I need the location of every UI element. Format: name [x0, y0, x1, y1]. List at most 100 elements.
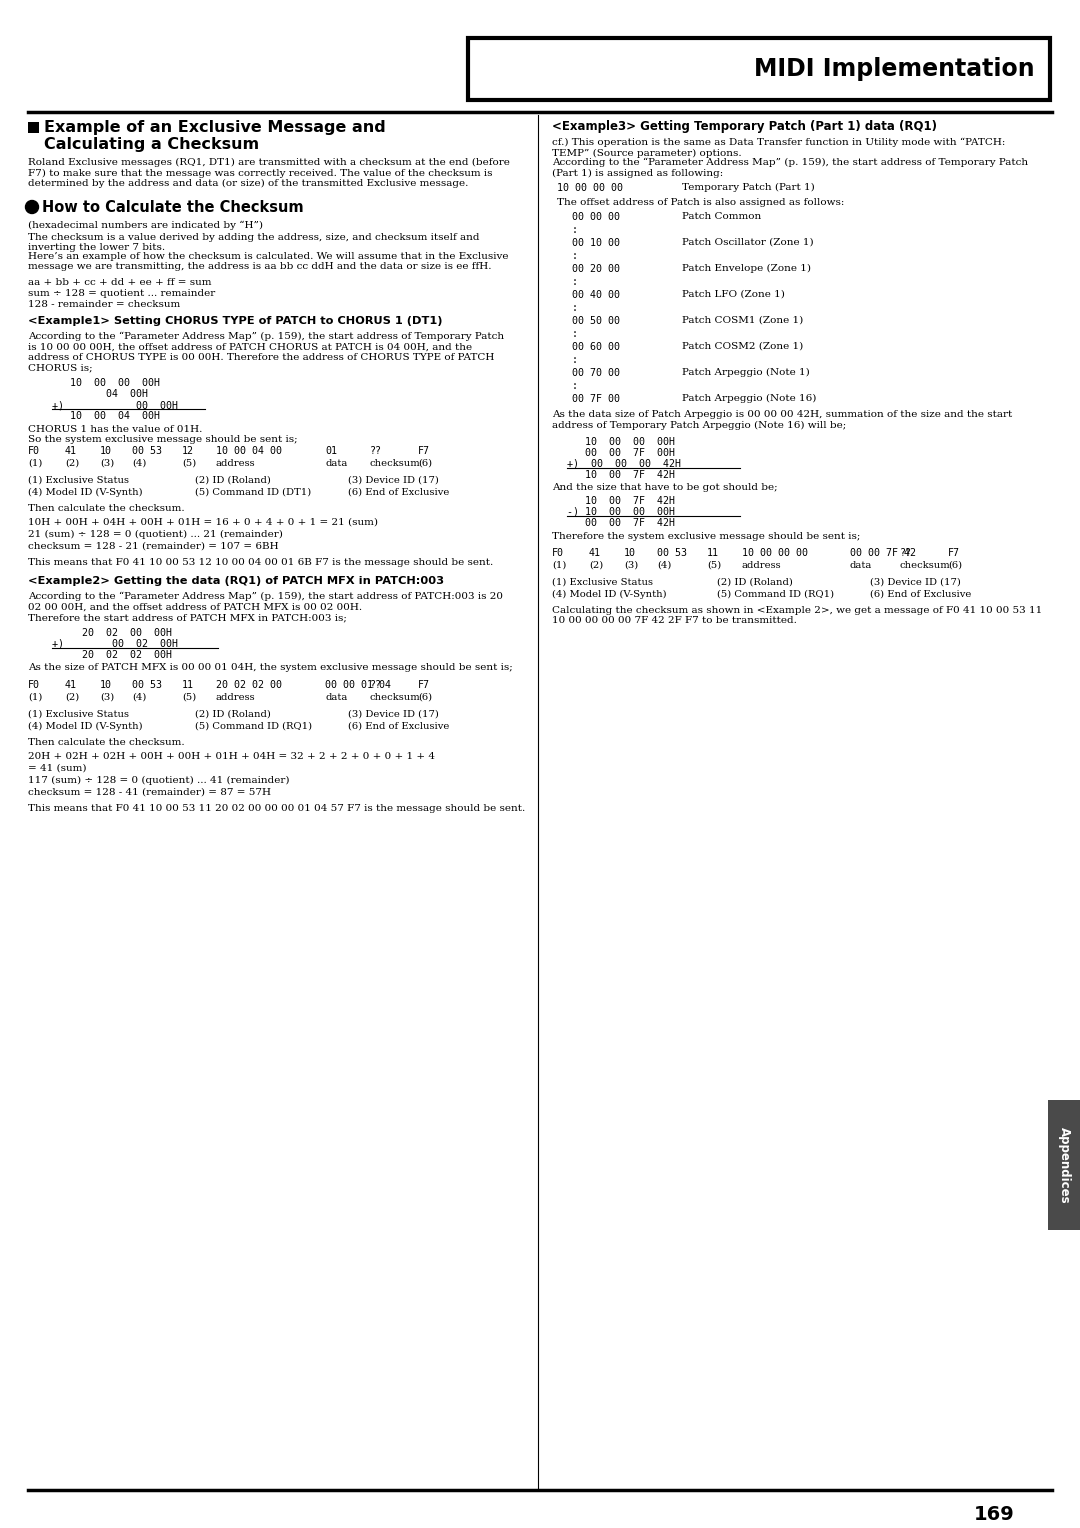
Text: According to the “Parameter Address Map” (p. 159), the start address of Temporar: According to the “Parameter Address Map”… [28, 332, 504, 373]
Text: As the data size of Patch Arpeggio is 00 00 00 42H, summation of the size and th: As the data size of Patch Arpeggio is 00… [552, 410, 1012, 429]
Text: (4) Model ID (V-Synth): (4) Model ID (V-Synth) [28, 487, 143, 497]
Text: (1): (1) [28, 694, 42, 701]
Text: (1) Exclusive Status: (1) Exclusive Status [552, 578, 653, 587]
Text: (5): (5) [183, 694, 197, 701]
Text: (3): (3) [100, 458, 114, 468]
Text: 20  02  00  00H: 20 02 00 00H [52, 628, 172, 639]
Text: <Example2> Getting the data (RQ1) of PATCH MFX in PATCH:003: <Example2> Getting the data (RQ1) of PAT… [28, 576, 444, 587]
Text: cf.) This operation is the same as Data Transfer function in Utility mode with “: cf.) This operation is the same as Data … [552, 138, 1005, 157]
Text: 04  00H: 04 00H [52, 390, 148, 399]
Text: Example of an Exclusive Message and: Example of an Exclusive Message and [44, 121, 386, 134]
Text: 10  00  7F  42H: 10 00 7F 42H [567, 497, 675, 506]
Text: :: : [572, 251, 578, 261]
Text: (2): (2) [589, 561, 604, 570]
Text: According to the “Parameter Address Map” (p. 159), the start address of Temporar: According to the “Parameter Address Map”… [552, 157, 1028, 177]
Text: (3) Device ID (17): (3) Device ID (17) [348, 477, 438, 484]
Text: Patch Envelope (Zone 1): Patch Envelope (Zone 1) [681, 264, 811, 274]
Text: checksum = 128 - 41 (remainder) = 87 = 57H: checksum = 128 - 41 (remainder) = 87 = 5… [28, 788, 271, 798]
Text: This means that F0 41 10 00 53 11 20 02 00 00 00 01 04 57 F7 is the message shou: This means that F0 41 10 00 53 11 20 02 … [28, 804, 525, 813]
Text: 00 53: 00 53 [132, 680, 162, 691]
Text: Calculating the checksum as shown in <Example 2>, we get a message of F0 41 10 0: Calculating the checksum as shown in <Ex… [552, 607, 1042, 625]
Text: Here’s an example of how the checksum is calculated. We will assume that in the : Here’s an example of how the checksum is… [28, 252, 509, 272]
Text: (3): (3) [624, 561, 638, 570]
Text: Roland Exclusive messages (RQ1, DT1) are transmitted with a checksum at the end : Roland Exclusive messages (RQ1, DT1) are… [28, 157, 510, 188]
Text: (5) Command ID (RQ1): (5) Command ID (RQ1) [195, 723, 312, 730]
Text: Patch Arpeggio (Note 1): Patch Arpeggio (Note 1) [681, 368, 810, 377]
Text: :: : [572, 303, 578, 313]
Circle shape [26, 200, 39, 214]
Text: checksum = 128 - 21 (remainder) = 107 = 6BH: checksum = 128 - 21 (remainder) = 107 = … [28, 542, 279, 552]
Text: 21 (sum) ÷ 128 = 0 (quotient) ... 21 (remainder): 21 (sum) ÷ 128 = 0 (quotient) ... 21 (re… [28, 530, 283, 539]
Text: (2) ID (Roland): (2) ID (Roland) [717, 578, 793, 587]
Text: (5): (5) [707, 561, 721, 570]
Text: 10 00 04 00: 10 00 04 00 [216, 446, 282, 455]
Text: MIDI Implementation: MIDI Implementation [754, 57, 1035, 81]
Text: -) 10  00  00  00H: -) 10 00 00 00H [567, 507, 675, 516]
Text: 00 00 01 04: 00 00 01 04 [325, 680, 391, 691]
Text: (3) Device ID (17): (3) Device ID (17) [348, 711, 438, 720]
Text: The offset address of Patch is also assigned as follows:: The offset address of Patch is also assi… [557, 199, 845, 206]
Text: Patch Common: Patch Common [681, 212, 761, 222]
Text: data: data [325, 694, 348, 701]
Text: 10 00 00 00: 10 00 00 00 [742, 549, 808, 558]
Text: 10: 10 [100, 680, 112, 691]
Text: 10: 10 [100, 446, 112, 455]
Bar [1048, 1100, 1080, 1230]
Text: (6) End of Exclusive: (6) End of Exclusive [870, 590, 971, 599]
Text: 20  02  02  00H: 20 02 02 00H [52, 649, 172, 660]
Text: (2): (2) [65, 694, 79, 701]
Text: 00 00 00: 00 00 00 [572, 212, 620, 222]
Text: This means that F0 41 10 00 53 12 10 00 04 00 01 6B F7 is the message should be : This means that F0 41 10 00 53 12 10 00 … [28, 558, 494, 567]
Text: 117 (sum) ÷ 128 = 0 (quotient) ... 41 (remainder): 117 (sum) ÷ 128 = 0 (quotient) ... 41 (r… [28, 776, 289, 785]
Text: (4): (4) [132, 458, 147, 468]
Text: How to Calculate the Checksum: How to Calculate the Checksum [42, 200, 303, 215]
Text: address: address [216, 458, 256, 468]
Text: 10  00  00  00H: 10 00 00 00H [567, 437, 675, 448]
Text: The checksum is a value derived by adding the address, size, and checksum itself: The checksum is a value derived by addin… [28, 232, 480, 252]
Text: (4) Model ID (V-Synth): (4) Model ID (V-Synth) [28, 723, 143, 730]
Text: address: address [742, 561, 782, 570]
Text: 10  00  00  00H: 10 00 00 00H [52, 377, 160, 388]
Text: 41: 41 [589, 549, 600, 558]
Text: (4) Model ID (V-Synth): (4) Model ID (V-Synth) [552, 590, 666, 599]
Text: ??: ?? [370, 680, 382, 691]
Text: +)  00  00  00  42H: +) 00 00 00 42H [567, 458, 681, 469]
Text: 00 50 00: 00 50 00 [572, 316, 620, 325]
Text: (hexadecimal numbers are indicated by “H”): (hexadecimal numbers are indicated by “H… [28, 222, 264, 231]
Text: F7: F7 [948, 549, 960, 558]
Text: +)        00  02  00H: +) 00 02 00H [52, 639, 178, 649]
Text: 00 40 00: 00 40 00 [572, 290, 620, 299]
Text: (1) Exclusive Status: (1) Exclusive Status [28, 711, 129, 720]
Text: address: address [216, 694, 256, 701]
Text: aa + bb + cc + dd + ee + ff = sum: aa + bb + cc + dd + ee + ff = sum [28, 278, 212, 287]
Text: CHORUS 1 has the value of 01H.
So the system exclusive message should be sent is: CHORUS 1 has the value of 01H. So the sy… [28, 425, 298, 445]
Text: (6): (6) [418, 458, 432, 468]
Text: data: data [850, 561, 873, 570]
Text: F0: F0 [28, 680, 40, 691]
Text: (1): (1) [28, 458, 42, 468]
Text: Therefore the system exclusive message should be sent is;: Therefore the system exclusive message s… [552, 532, 861, 541]
Text: 01: 01 [325, 446, 337, 455]
Text: (6): (6) [948, 561, 962, 570]
Text: (2) ID (Roland): (2) ID (Roland) [195, 477, 271, 484]
Text: (6) End of Exclusive: (6) End of Exclusive [348, 723, 449, 730]
Text: 00  00  7F  00H: 00 00 7F 00H [567, 448, 675, 458]
Text: checksum: checksum [370, 458, 421, 468]
Text: F7: F7 [418, 680, 430, 691]
Text: 11: 11 [707, 549, 719, 558]
Text: 10  00  7F  42H: 10 00 7F 42H [567, 471, 675, 480]
Text: 10: 10 [624, 549, 636, 558]
Text: checksum: checksum [900, 561, 950, 570]
Text: (4): (4) [657, 561, 672, 570]
Text: (5) Command ID (RQ1): (5) Command ID (RQ1) [717, 590, 834, 599]
Text: (2) ID (Roland): (2) ID (Roland) [195, 711, 271, 720]
Text: :: : [572, 354, 578, 365]
Text: = 41 (sum): = 41 (sum) [28, 764, 86, 773]
Text: According to the “Parameter Address Map” (p. 159), the start address of PATCH:00: According to the “Parameter Address Map”… [28, 591, 503, 622]
Text: (5) Command ID (DT1): (5) Command ID (DT1) [195, 487, 311, 497]
Text: 00 00 7F 42: 00 00 7F 42 [850, 549, 916, 558]
Text: 11: 11 [183, 680, 194, 691]
Text: Patch COSM2 (Zone 1): Patch COSM2 (Zone 1) [681, 342, 804, 351]
Text: (6): (6) [418, 694, 432, 701]
Text: 20H + 02H + 02H + 00H + 00H + 01H + 04H = 32 + 2 + 2 + 0 + 0 + 1 + 4: 20H + 02H + 02H + 00H + 00H + 01H + 04H … [28, 752, 435, 761]
